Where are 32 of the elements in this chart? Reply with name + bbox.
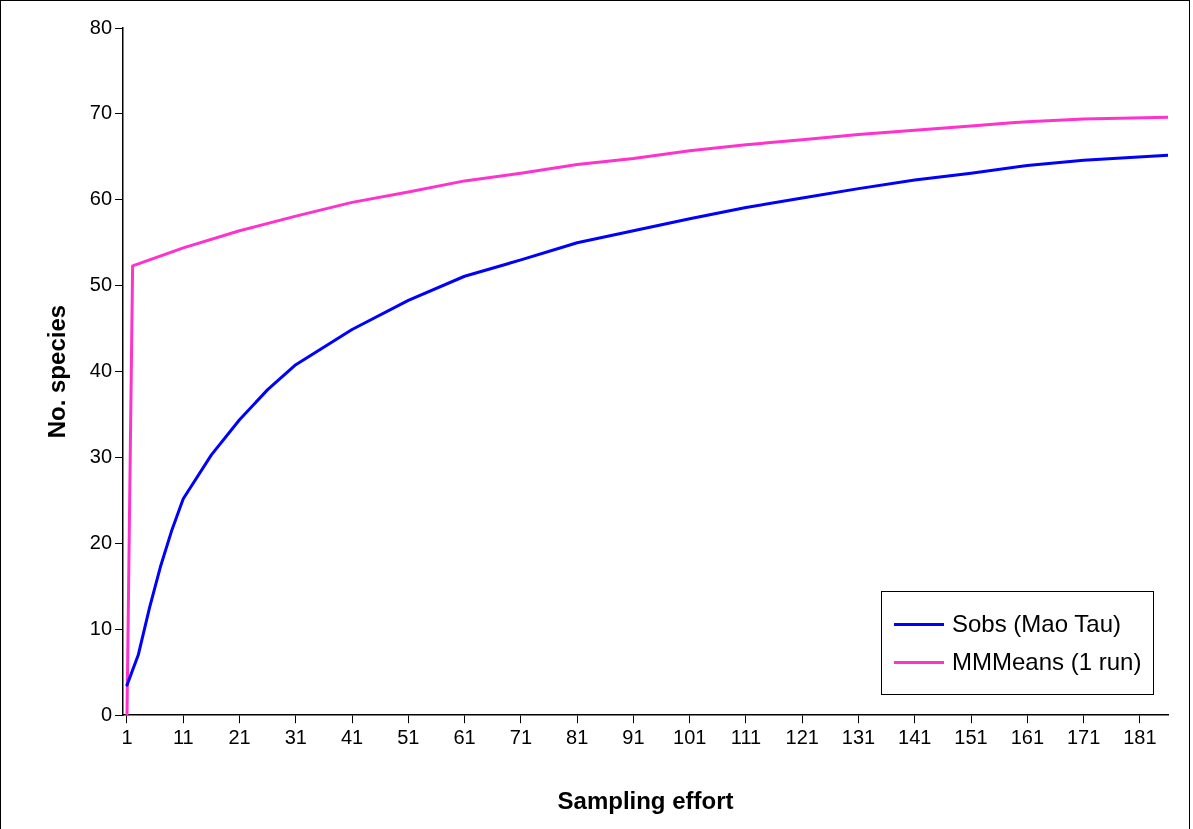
y-tick-label: 70 [89,101,113,124]
x-tick-label: 121 [785,725,819,748]
x-tick-label: 171 [1066,725,1101,748]
x-tick-label: 61 [453,725,476,748]
x-tick-label: 161 [1010,725,1045,748]
y-tick-label: 60 [89,187,113,210]
x-axis-title: Sampling effort [557,787,734,815]
x-tick-label: 21 [228,725,251,748]
x-tick-label: 51 [397,725,420,748]
y-tick-label: 20 [89,530,113,553]
x-tick-label: 41 [340,725,364,748]
x-tick-label: 31 [284,725,307,748]
legend-label: Sobs (Mao Tau) [952,610,1121,639]
legend-label: MMMeans (1 run) [952,648,1142,677]
y-tick-label: 10 [89,616,113,639]
x-tick-label: 141 [898,725,932,748]
y-tick-label: 30 [89,445,113,468]
y-tick-label: 80 [89,15,113,38]
x-tick-label: 101 [673,725,707,748]
y-tick-label: 50 [89,273,113,296]
x-tick-label: 151 [954,725,988,748]
x-tick-label: 71 [509,725,533,748]
x-tick-label: 11 [172,725,194,748]
y-axis-title: No. species [43,304,71,439]
x-tick-label: 81 [566,725,589,748]
x-tick-label: 181 [1123,725,1157,748]
y-tick-label: 40 [89,359,113,382]
x-tick-label: 131 [841,725,876,748]
y-tick-label: 0 [100,702,113,725]
x-tick-label: 111 [730,725,762,748]
x-tick-label: 1 [121,725,133,748]
x-tick-label: 91 [622,725,645,748]
